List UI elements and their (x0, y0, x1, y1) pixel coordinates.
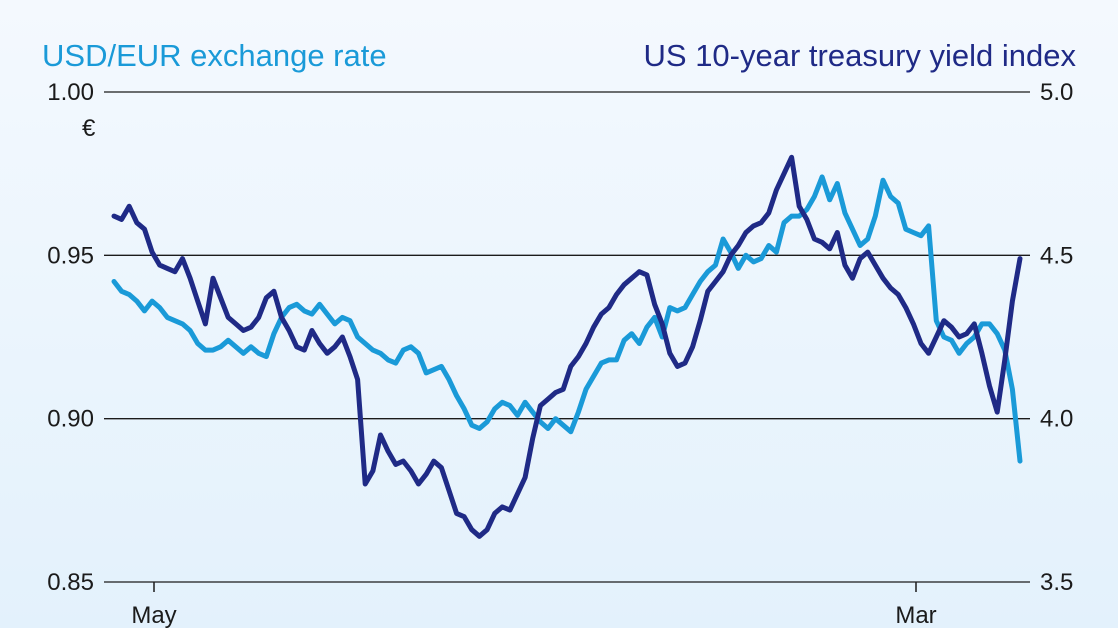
x-axis-ticks: May Mar (131, 582, 937, 628)
right-axis-title: US 10-year treasury yield index (643, 38, 1076, 73)
left-axis-title: USD/EUR exchange rate (42, 38, 387, 73)
right-axis-tick-label: 4.0 (1040, 406, 1073, 433)
x-axis-tick-label: Mar (895, 602, 936, 628)
series-lines (111, 154, 1023, 539)
treasury-yield-series-line (111, 154, 1023, 539)
usd-eur-series-line (111, 174, 1023, 464)
right-axis-tick-label: 4.5 (1040, 242, 1073, 269)
left-axis-ticks: 1.00 0.95 0.90 0.85 (47, 79, 94, 596)
left-axis-tick-label: 1.00 (47, 79, 94, 106)
left-axis-tick-label: 0.95 (47, 242, 94, 269)
left-axis-tick-label: 0.90 (47, 406, 94, 433)
x-axis-tick-label: May (131, 602, 176, 628)
right-axis-tick-label: 3.5 (1040, 569, 1073, 596)
grid-lines (104, 91, 1030, 583)
left-axis-tick-label: 0.85 (47, 569, 94, 596)
right-axis-ticks: 5.0 4.5 4.0 3.5 (1040, 79, 1073, 596)
left-axis-unit-label: € (82, 115, 96, 142)
right-axis-tick-label: 5.0 (1040, 79, 1073, 106)
